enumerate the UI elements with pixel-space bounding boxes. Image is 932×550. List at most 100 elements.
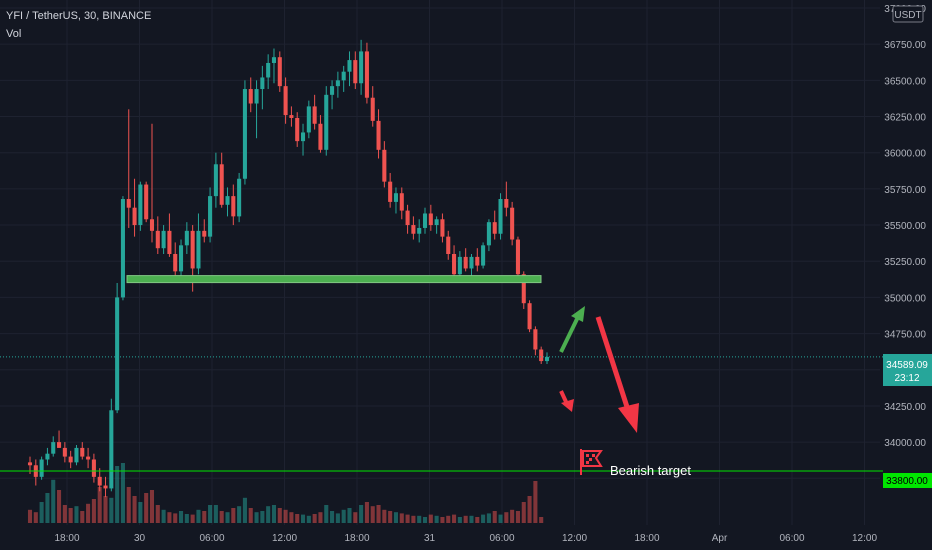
candle-body bbox=[144, 184, 149, 220]
volume-bar bbox=[446, 515, 451, 523]
volume-bar bbox=[138, 502, 143, 523]
candle-body bbox=[382, 149, 387, 182]
candle-body bbox=[359, 51, 364, 84]
volume-bar bbox=[27, 509, 33, 523]
volume-bar bbox=[115, 466, 120, 523]
candle-body bbox=[376, 120, 381, 150]
candle-body bbox=[91, 459, 96, 477]
candle-body bbox=[510, 207, 515, 240]
price-axis[interactable]: 37000.0036750.0036500.0036250.0036000.00… bbox=[884, 4, 926, 485]
candle-body bbox=[271, 57, 277, 63]
volume-bar bbox=[80, 511, 85, 523]
candle-body bbox=[45, 453, 50, 460]
volume-bar bbox=[533, 481, 538, 523]
volume-bar bbox=[405, 514, 410, 523]
volume-bar bbox=[74, 506, 79, 523]
volume-bar bbox=[399, 513, 404, 523]
volume-bar bbox=[341, 509, 346, 523]
candle-body bbox=[167, 230, 172, 254]
candle-body bbox=[86, 456, 91, 460]
candle-body bbox=[103, 485, 108, 489]
candle-body bbox=[306, 106, 311, 133]
symbol-title[interactable]: YFI / TetherUS, 30, BINANCE bbox=[6, 10, 152, 22]
volume-bar bbox=[103, 496, 108, 523]
price-tick-label: 34250.00 bbox=[884, 402, 926, 413]
candle-body bbox=[115, 297, 120, 411]
candle-body bbox=[341, 71, 346, 81]
volume-bar bbox=[126, 487, 131, 523]
volume-bar bbox=[440, 517, 445, 523]
volume-bar bbox=[161, 509, 166, 523]
countdown-label: 23:12 bbox=[894, 373, 919, 384]
volume-bar bbox=[167, 512, 172, 523]
volume-bar bbox=[271, 505, 277, 523]
volume-bar bbox=[370, 506, 375, 523]
time-axis[interactable]: 18:00 30 06:00 12:00 18:00 31 06:00 12:00 18:00 A… bbox=[54, 533, 877, 544]
bearish-target-label: Bearish target bbox=[610, 463, 691, 478]
candle-body bbox=[196, 230, 201, 269]
volume-bar bbox=[62, 505, 67, 523]
candle-body bbox=[225, 196, 230, 205]
candle-body bbox=[300, 132, 306, 142]
volume-bar bbox=[242, 497, 247, 523]
volume-bar bbox=[510, 509, 515, 523]
candle-body bbox=[463, 256, 468, 269]
volume-bar bbox=[521, 502, 526, 523]
candle-body bbox=[202, 230, 207, 237]
candle-body bbox=[173, 254, 178, 272]
candle-body bbox=[527, 303, 532, 330]
volume-bar bbox=[376, 505, 381, 523]
volume-bar bbox=[149, 490, 155, 523]
volume-bar bbox=[237, 506, 242, 523]
candle-body bbox=[422, 213, 428, 228]
candle-body bbox=[318, 123, 323, 150]
volume-bar bbox=[196, 509, 201, 523]
last-price-label: 34589.09 bbox=[886, 360, 928, 371]
time-tick-label: 12:00 bbox=[272, 533, 297, 544]
candle-body bbox=[370, 97, 375, 121]
candle-body bbox=[51, 442, 56, 454]
volume-indicator-label[interactable]: Vol bbox=[6, 28, 22, 40]
time-tick-label: 06:00 bbox=[779, 533, 804, 544]
time-tick-label: 06:00 bbox=[489, 533, 514, 544]
currency-badge[interactable]: USDT bbox=[892, 5, 924, 23]
candle-body bbox=[126, 199, 131, 208]
volume-bar bbox=[57, 490, 62, 523]
candle-body bbox=[481, 245, 486, 266]
volume-bar bbox=[312, 514, 317, 523]
candle-body bbox=[457, 256, 462, 275]
up-arrow-icon bbox=[559, 306, 585, 353]
time-tick-label: 18:00 bbox=[634, 533, 659, 544]
volume-bar bbox=[486, 513, 491, 523]
support-line[interactable] bbox=[126, 275, 542, 284]
volume-bar bbox=[347, 508, 352, 523]
candle-body bbox=[248, 89, 253, 104]
candle-body bbox=[277, 57, 282, 87]
time-tick-label: 06:00 bbox=[199, 533, 224, 544]
candle-body bbox=[242, 89, 247, 179]
target-price-label: 33800.00 bbox=[886, 476, 928, 487]
volume-bar bbox=[120, 463, 125, 523]
candle-body bbox=[57, 442, 62, 448]
candle-body bbox=[515, 239, 520, 275]
candle-body bbox=[504, 199, 509, 208]
candle-body bbox=[27, 462, 33, 466]
volume-bar bbox=[289, 512, 294, 523]
price-tick-label: 36750.00 bbox=[884, 40, 926, 51]
candle-body bbox=[452, 254, 457, 275]
volume-bar bbox=[422, 517, 428, 523]
candle-body bbox=[411, 225, 416, 234]
candle-body bbox=[469, 256, 474, 269]
candle-body bbox=[486, 222, 491, 246]
volume-bar bbox=[213, 505, 218, 523]
time-tick-label: Apr bbox=[712, 533, 728, 544]
candle-body bbox=[533, 329, 538, 350]
volume-bar bbox=[300, 514, 306, 523]
price-tick-label: 35000.00 bbox=[884, 293, 926, 304]
price-tick-label: 34000.00 bbox=[884, 438, 926, 449]
candle-body bbox=[446, 236, 451, 254]
volume-bar bbox=[179, 511, 184, 523]
candle-body bbox=[138, 184, 143, 226]
candle-body bbox=[393, 193, 398, 202]
